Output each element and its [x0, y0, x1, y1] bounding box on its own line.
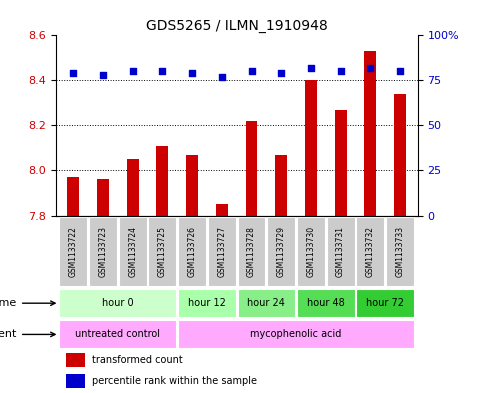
Text: transformed count: transformed count	[92, 355, 183, 365]
FancyBboxPatch shape	[59, 320, 176, 349]
Text: hour 0: hour 0	[102, 298, 134, 308]
Point	[99, 72, 107, 78]
FancyBboxPatch shape	[148, 217, 176, 286]
FancyBboxPatch shape	[178, 320, 414, 349]
FancyBboxPatch shape	[297, 289, 355, 317]
Bar	[216, 204, 228, 215]
Bar	[305, 81, 317, 215]
FancyBboxPatch shape	[178, 217, 206, 286]
Point	[218, 73, 226, 80]
FancyBboxPatch shape	[238, 289, 295, 317]
FancyBboxPatch shape	[59, 217, 87, 286]
FancyBboxPatch shape	[178, 289, 236, 317]
Text: GSM1133723: GSM1133723	[99, 226, 108, 277]
Text: GSM1133727: GSM1133727	[217, 226, 227, 277]
Point	[158, 68, 166, 75]
Bar	[67, 353, 85, 367]
Point	[70, 70, 77, 76]
Point	[396, 68, 404, 75]
Text: time: time	[0, 298, 55, 308]
Point	[367, 65, 374, 71]
Bar	[364, 51, 376, 215]
Bar	[335, 110, 346, 215]
Text: untreated control: untreated control	[75, 329, 160, 340]
Text: GSM1133733: GSM1133733	[396, 226, 404, 277]
Point	[337, 68, 344, 75]
Bar	[127, 159, 139, 215]
Text: agent: agent	[0, 329, 55, 340]
FancyBboxPatch shape	[386, 217, 414, 286]
Point	[188, 70, 196, 76]
Point	[307, 65, 315, 71]
Text: hour 48: hour 48	[307, 298, 345, 308]
FancyBboxPatch shape	[267, 217, 295, 286]
Text: GSM1133725: GSM1133725	[158, 226, 167, 277]
Bar	[186, 155, 198, 215]
Text: percentile rank within the sample: percentile rank within the sample	[92, 376, 257, 386]
FancyBboxPatch shape	[89, 217, 117, 286]
Bar	[245, 121, 257, 215]
Bar	[394, 94, 406, 215]
Text: GSM1133730: GSM1133730	[306, 226, 315, 277]
Text: GSM1133732: GSM1133732	[366, 226, 375, 277]
Text: GSM1133728: GSM1133728	[247, 226, 256, 277]
Text: mycophenolic acid: mycophenolic acid	[250, 329, 342, 340]
Text: GSM1133731: GSM1133731	[336, 226, 345, 277]
FancyBboxPatch shape	[356, 289, 414, 317]
FancyBboxPatch shape	[327, 217, 355, 286]
Text: GSM1133729: GSM1133729	[277, 226, 286, 277]
Bar	[67, 374, 85, 388]
Text: hour 24: hour 24	[247, 298, 285, 308]
Text: GSM1133722: GSM1133722	[69, 226, 78, 277]
FancyBboxPatch shape	[297, 217, 325, 286]
Text: GSM1133726: GSM1133726	[187, 226, 197, 277]
FancyBboxPatch shape	[208, 217, 236, 286]
Point	[248, 68, 256, 75]
Title: GDS5265 / ILMN_1910948: GDS5265 / ILMN_1910948	[146, 19, 327, 33]
Bar	[156, 146, 169, 215]
Bar	[97, 180, 109, 215]
Text: GSM1133724: GSM1133724	[128, 226, 137, 277]
FancyBboxPatch shape	[238, 217, 266, 286]
Text: hour 12: hour 12	[188, 298, 226, 308]
Point	[129, 68, 137, 75]
Bar	[68, 177, 79, 215]
FancyBboxPatch shape	[59, 289, 176, 317]
Text: hour 72: hour 72	[366, 298, 404, 308]
FancyBboxPatch shape	[356, 217, 384, 286]
Point	[277, 70, 285, 76]
FancyBboxPatch shape	[119, 217, 147, 286]
Bar	[275, 155, 287, 215]
